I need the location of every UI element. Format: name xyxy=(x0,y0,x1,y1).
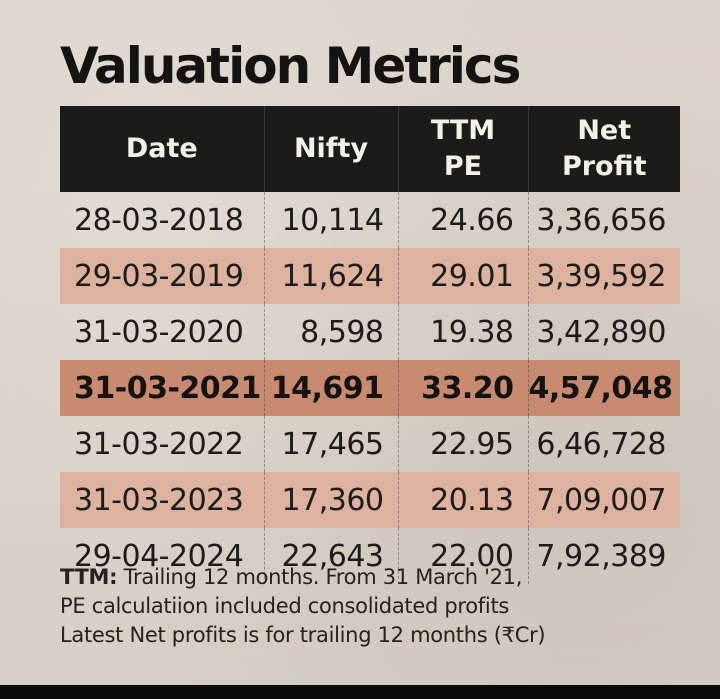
bottom-edge-bar xyxy=(0,685,720,699)
table-header: Date Nifty TTM PE Net Profit xyxy=(60,106,680,192)
cell-nifty: 10,114 xyxy=(263,192,398,248)
ttm-label: TTM: xyxy=(60,565,118,589)
header-date-label: Date xyxy=(125,133,198,164)
table-row: 31-03-2020 8,598 19.38 3,42,890 xyxy=(60,304,680,360)
cell-nifty: 22,643 xyxy=(263,528,398,584)
header-date: Date xyxy=(60,106,264,192)
header-row: Date Nifty TTM PE Net Profit xyxy=(60,106,680,192)
cell-profit: 7,92,389 xyxy=(527,528,680,584)
cell-profit: 7,09,007 xyxy=(527,472,680,528)
footnote-line-3: Latest Net profits is for trailing 12 mo… xyxy=(60,623,546,647)
cell-pe: 29.01 xyxy=(397,248,528,304)
cell-pe: 22.95 xyxy=(397,416,528,472)
cell-pe: 20.13 xyxy=(397,472,528,528)
table-row: 29-04-2024 22,643 22.00 7,92,389 xyxy=(60,528,680,584)
cell-profit: 3,36,656 xyxy=(527,192,680,248)
cell-nifty: 14,691 xyxy=(263,360,398,416)
cell-date: 29-04-2024 xyxy=(74,538,244,574)
header-nifty-label: Nifty xyxy=(293,133,369,164)
cell-date: 31-03-2020 xyxy=(74,314,244,350)
cell-date: 31-03-2021 xyxy=(60,360,264,416)
table-row: 28-03-2018 10,114 24.66 3,36,656 xyxy=(60,192,680,248)
cell-profit: 3,42,890 xyxy=(527,304,680,360)
cell-pe: 19.38 xyxy=(397,304,528,360)
cell-pe: 24.66 xyxy=(397,192,528,248)
page-title: Valuation Metrics xyxy=(60,37,521,95)
footnotes: TTM: Trailing 12 months. From 31 March '… xyxy=(60,563,680,650)
header-ttm-pe: TTM PE xyxy=(397,106,528,192)
cell-profit: 3,39,592 xyxy=(527,248,680,304)
cell-nifty: 8,598 xyxy=(263,304,398,360)
footnote-line-2: PE calculatiion included consolidated pr… xyxy=(60,594,510,618)
table-body: 28-03-2018 10,114 24.66 3,36,656 29-03-2… xyxy=(60,192,680,584)
header-ttm-pe-line2: PE xyxy=(443,151,483,182)
header-ttm-pe-line1: TTM xyxy=(430,115,496,146)
ttm-definition: Trailing 12 months. From 31 March '21, xyxy=(117,565,523,589)
cell-pe: 22.00 xyxy=(397,528,528,584)
header-net-profit-line2: Profit xyxy=(561,151,647,182)
valuation-table: Date Nifty TTM PE Net Profit 28-03-2018 … xyxy=(60,106,680,584)
header-nifty: Nifty xyxy=(263,106,398,192)
table-row: 31-03-2022 17,465 22.95 6,46,728 xyxy=(60,416,680,472)
cell-date: 31-03-2022 xyxy=(74,426,244,462)
table-row-highlighted: 31-03-2021 14,691 33.20 4,57,048 xyxy=(60,360,680,416)
cell-date: 28-03-2018 xyxy=(74,202,244,238)
cell-nifty: 11,624 xyxy=(263,248,398,304)
cell-profit: 4,57,048 xyxy=(527,360,680,416)
cell-profit: 6,46,728 xyxy=(527,416,680,472)
table-row: 29-03-2019 11,624 29.01 3,39,592 xyxy=(60,248,680,304)
cell-date: 29-03-2019 xyxy=(60,248,264,304)
cell-pe: 33.20 xyxy=(397,360,528,416)
cell-date: 31-03-2023 xyxy=(60,472,264,528)
cell-nifty: 17,360 xyxy=(263,472,398,528)
header-net-profit-line1: Net xyxy=(577,115,632,146)
header-net-profit: Net Profit xyxy=(527,106,680,192)
footnote-line-1: TTM: Trailing 12 months. From 31 March '… xyxy=(60,563,680,592)
cell-nifty: 17,465 xyxy=(263,416,398,472)
table-row: 31-03-2023 17,360 20.13 7,09,007 xyxy=(60,472,680,528)
